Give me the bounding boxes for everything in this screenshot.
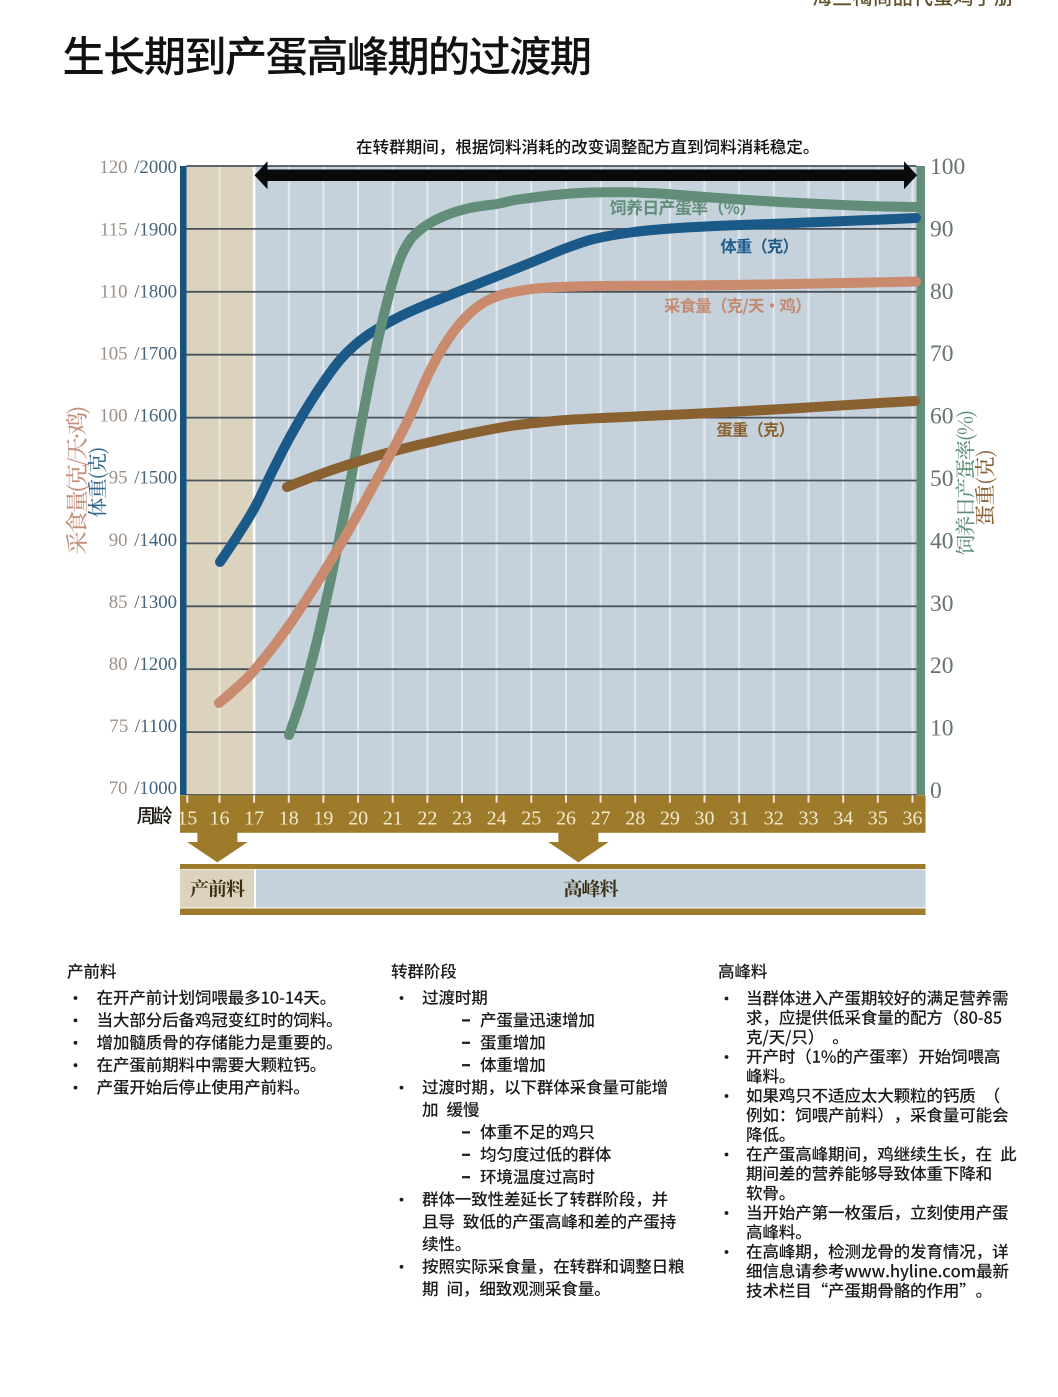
svg-text:95 /1500: 95 /1500	[109, 468, 177, 489]
svg-text:23: 23	[452, 807, 472, 829]
svg-text:24: 24	[487, 807, 507, 829]
svg-text:22: 22	[417, 807, 437, 829]
svg-text:30: 30	[930, 591, 954, 617]
svg-text:15: 15	[177, 807, 197, 829]
svg-text:36: 36	[903, 807, 923, 829]
svg-text:80 /1200: 80 /1200	[109, 654, 177, 675]
svg-text:20: 20	[348, 807, 368, 829]
svg-text:120 /2000: 120 /2000	[99, 157, 177, 178]
svg-text:110 /1800: 110 /1800	[100, 281, 177, 302]
svg-text:40: 40	[930, 528, 954, 554]
svg-text:18: 18	[279, 807, 299, 829]
svg-text:70: 70	[930, 341, 954, 367]
svg-text:32: 32	[764, 807, 784, 829]
svg-text:85 /1300: 85 /1300	[109, 592, 177, 613]
svg-text:90 /1400: 90 /1400	[109, 530, 177, 551]
svg-text:27: 27	[591, 807, 611, 829]
svg-text:25: 25	[521, 807, 541, 829]
svg-text:105 /1700: 105 /1700	[99, 344, 177, 365]
svg-text:34: 34	[833, 807, 853, 829]
svg-text:80: 80	[930, 279, 954, 305]
svg-text:0: 0	[930, 778, 942, 804]
svg-text:10: 10	[930, 716, 954, 742]
svg-text:90: 90	[930, 216, 954, 242]
svg-text:26: 26	[556, 807, 576, 829]
svg-text:31: 31	[729, 807, 749, 829]
svg-text:17: 17	[244, 807, 264, 829]
svg-text:35: 35	[868, 807, 888, 829]
svg-text:115 /1900: 115 /1900	[100, 219, 177, 240]
svg-text:33: 33	[799, 807, 819, 829]
svg-text:28: 28	[625, 807, 645, 829]
svg-text:20: 20	[930, 653, 954, 679]
svg-text:19: 19	[313, 807, 333, 829]
svg-text:100: 100	[930, 154, 965, 180]
svg-text:16: 16	[210, 807, 230, 829]
svg-text:75 /1100: 75 /1100	[109, 716, 177, 737]
svg-text:60: 60	[930, 404, 954, 430]
svg-text:30: 30	[695, 807, 715, 829]
svg-text:100 /1600: 100 /1600	[99, 406, 177, 427]
svg-text:21: 21	[383, 807, 403, 829]
svg-text:29: 29	[660, 807, 680, 829]
svg-text:70 /1000: 70 /1000	[109, 778, 177, 799]
svg-text:50: 50	[930, 466, 954, 492]
